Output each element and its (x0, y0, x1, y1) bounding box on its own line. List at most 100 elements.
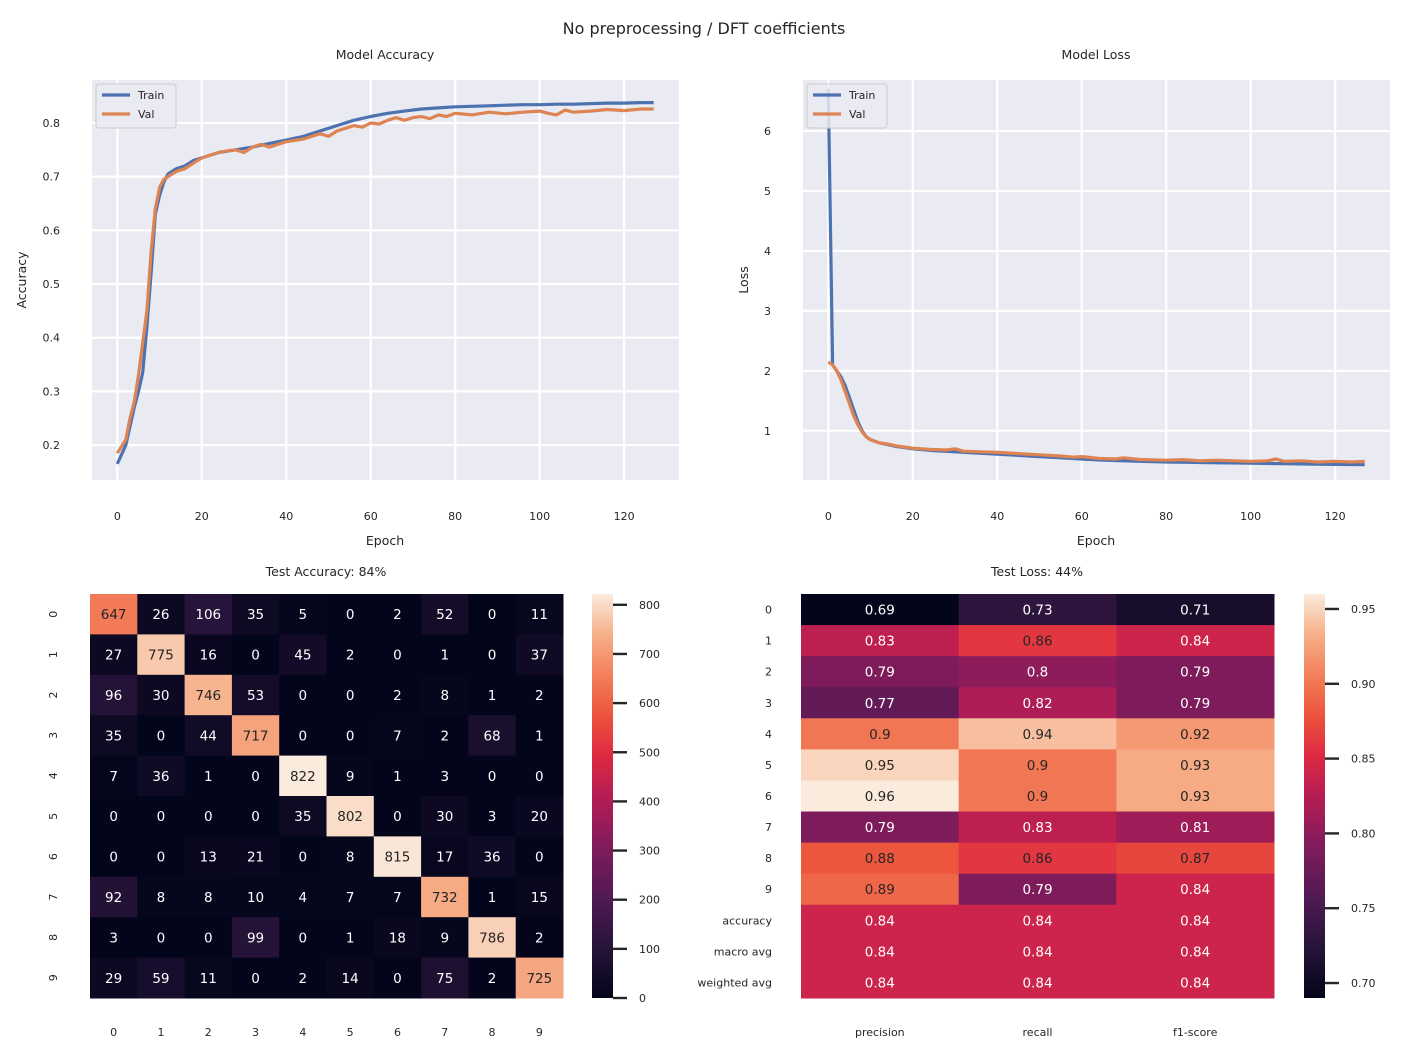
cell-value: 0 (251, 648, 260, 664)
heatmap-cell (958, 966, 1117, 999)
legend-label: Train (137, 89, 164, 102)
cell-value: 4 (299, 890, 308, 906)
cell-value: 0 (157, 850, 166, 866)
accuracy-plot-area (92, 80, 679, 480)
y-tick-label: 0.7 (43, 171, 61, 184)
cell-value: 9 (346, 769, 355, 785)
confusion-x-ticks: 0 1 2 3 4 5 6 7 8 9 (110, 1026, 543, 1039)
loss-x-ticks: 0 20 40 60 80 100 120 (825, 510, 1346, 523)
y-tick-label: 4 (47, 772, 60, 779)
heatmap-cell (958, 625, 1117, 657)
cell-value: 1 (204, 769, 213, 785)
x-tick-label: 6 (394, 1026, 401, 1039)
cell-value: 0.69 (865, 603, 895, 619)
heatmap-cell (958, 718, 1117, 750)
heatmap-cell (231, 715, 280, 757)
heatmap-cell (1116, 842, 1275, 875)
cell-value: 29 (105, 971, 122, 987)
cell-value: 68 (483, 728, 500, 744)
heatmap-cell (468, 755, 517, 797)
heatmap-cell (279, 674, 327, 716)
heatmap-cell (801, 718, 960, 750)
cell-value: 0 (393, 971, 402, 987)
heatmap-cell (90, 715, 138, 757)
x-tick-label: 60 (1075, 510, 1089, 523)
y-tick-label: 0.8 (43, 117, 61, 130)
heatmap-cell (1116, 594, 1275, 626)
heatmap-cell (326, 957, 375, 999)
cell-value: 2 (393, 607, 402, 623)
heatmap-cell (137, 876, 186, 918)
y-tick-label: 3 (47, 732, 60, 739)
x-tick-label: 40 (990, 510, 1004, 523)
loss-lines (826, 88, 1365, 467)
cell-value: 2 (488, 971, 497, 987)
cell-value: 0 (535, 769, 544, 785)
heatmap-cell (373, 594, 422, 635)
cell-value: 0 (488, 607, 497, 623)
x-tick-label: 80 (1159, 510, 1173, 523)
x-tick-label: 7 (441, 1026, 448, 1039)
cell-value: 746 (195, 688, 221, 704)
heatmap-cell (468, 634, 517, 676)
cell-value: 0 (535, 850, 544, 866)
heatmap-cell (801, 594, 960, 626)
y-tick-label: 7 (765, 821, 772, 834)
heatmap-cell (373, 674, 422, 716)
heatmap-cell (137, 674, 186, 716)
cell-value: 0.86 (1022, 851, 1052, 867)
y-tick-label: 8 (47, 934, 60, 941)
heatmap-cell (1116, 625, 1275, 657)
heatmap-cell (184, 876, 233, 918)
y-tick-label: 2 (765, 666, 772, 679)
heatmap-cell (958, 780, 1117, 813)
x-tick-label: 4 (299, 1026, 306, 1039)
cell-value: 26 (152, 607, 169, 623)
heatmap-cell (279, 634, 327, 676)
classification-report: Test Loss: 44% 0.69 0.73 0.710.83 0.86 0.840… (697, 564, 1375, 1039)
cell-value: 1 (440, 648, 449, 664)
confusion-colorbar: 0 100 200 300 400 500 600 700 800 (592, 594, 660, 1005)
figure-title: No preprocessing / DFT coefficients (563, 19, 846, 38)
heatmap-cell (90, 755, 138, 797)
y-tick-label: 6 (764, 125, 771, 138)
heatmap-cell (515, 836, 564, 878)
cell-value: 815 (385, 850, 411, 866)
heatmap-cell (1116, 935, 1275, 968)
cell-value: 35 (294, 809, 311, 825)
cell-value: 0.84 (865, 975, 895, 991)
y-tick-label: 0.2 (43, 439, 61, 452)
heatmap-cell (137, 715, 186, 757)
heatmap-cell (958, 687, 1117, 719)
cell-value: 0 (157, 809, 166, 825)
heatmap-cell (373, 957, 422, 999)
cell-value: 0 (157, 728, 166, 744)
cell-value: 647 (101, 607, 127, 623)
heatmap-cell (1116, 873, 1275, 906)
heatmap-cell (468, 876, 517, 918)
accuracy-x-label: Epoch (366, 533, 404, 548)
heatmap-cell (468, 715, 517, 757)
cell-value: 18 (389, 930, 406, 946)
legend-label: Val (849, 108, 865, 121)
cell-value: 10 (247, 890, 264, 906)
x-tick-label: precision (855, 1026, 905, 1039)
heatmap-cell (279, 594, 327, 635)
cell-value: 7 (109, 769, 118, 785)
y-tick-label: 7 (47, 894, 60, 901)
x-tick-label: 120 (1325, 510, 1346, 523)
heatmap-cell (184, 715, 233, 757)
x-tick-label: 1 (157, 1026, 164, 1039)
heatmap-cell (326, 876, 375, 918)
heatmap-cell (231, 796, 280, 837)
heatmap-cell (231, 876, 280, 918)
cell-value: 0 (251, 809, 260, 825)
heatmap-cell (373, 634, 422, 676)
cell-value: 0.73 (1022, 603, 1052, 619)
classification-report-title: Test Loss: 44% (990, 564, 1083, 579)
heatmap-cell (1116, 749, 1275, 781)
heatmap-cell (421, 917, 469, 959)
colorbar-tick-label: 0.85 (1351, 753, 1376, 766)
heatmap-cell (515, 715, 564, 757)
